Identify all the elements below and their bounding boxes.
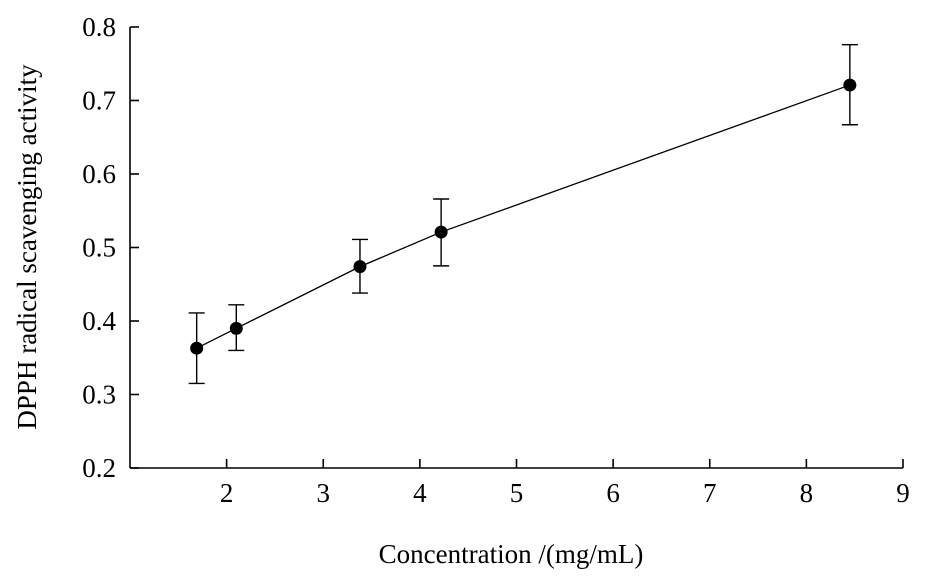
y-axis-ticks: 0.2 0.3 0.4 0.5 0.6 0.7 0.8 [82,12,139,483]
x-tick-label: 5 [510,478,524,508]
data-point [353,260,367,274]
x-tick-label: 8 [800,478,814,508]
y-tick-label: 0.4 [82,306,116,336]
series-line [196,84,851,349]
y-tick-label: 0.8 [82,12,116,42]
x-tick-label: 7 [703,478,717,508]
y-tick-label: 0.7 [82,86,116,116]
axes [129,27,903,469]
data-point [190,341,204,355]
x-axis-ticks: 2 3 4 5 6 7 8 9 [220,459,910,508]
x-tick-label: 6 [606,478,620,508]
x-tick-label: 4 [413,478,427,508]
x-tick-label: 2 [220,478,234,508]
data-point [843,78,857,92]
y-tick-label: 0.6 [82,159,116,189]
y-tick-label: 0.5 [82,233,116,263]
plot-area [188,43,858,385]
x-axis-title: Concentration /(mg/mL) [379,539,644,569]
x-tick-label: 3 [317,478,331,508]
y-axis-title: DPPH radical scavenging activity [12,64,42,430]
data-point [434,225,448,239]
y-tick-label: 0.2 [82,453,116,483]
y-tick-label: 0.3 [82,380,116,410]
data-point [229,321,243,335]
x-tick-label: 9 [896,478,910,508]
